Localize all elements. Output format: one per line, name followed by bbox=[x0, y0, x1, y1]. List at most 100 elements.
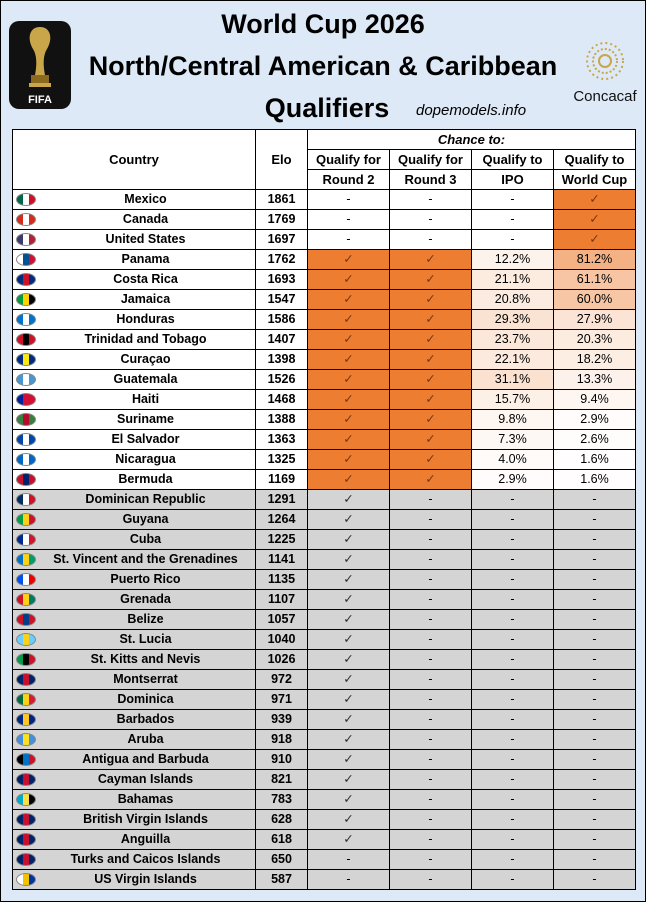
ipo-cell: - bbox=[471, 189, 554, 210]
col-header-elo: Elo bbox=[255, 129, 308, 190]
belize-flag-icon bbox=[16, 613, 36, 626]
country-name: Bermuda bbox=[118, 472, 173, 486]
r2-cell: ✓ bbox=[307, 449, 390, 470]
country-cell: Cayman Islands bbox=[12, 769, 256, 790]
concacaf-logo: Concacaf bbox=[573, 42, 638, 105]
wc-cell: 1.6% bbox=[553, 469, 636, 490]
country-cell: Costa Rica bbox=[12, 269, 256, 290]
ipo-cell: - bbox=[471, 749, 554, 770]
r3-cell: - bbox=[389, 709, 472, 730]
table-row: St. Lucia 1040 ✓ - - - bbox=[12, 629, 636, 650]
bermuda-flag-icon bbox=[16, 473, 36, 486]
r3-cell: - bbox=[389, 869, 472, 890]
r2-cell: ✓ bbox=[307, 289, 390, 310]
title-line-3: Qualifiers bbox=[264, 93, 390, 123]
country-cell: El Salvador bbox=[12, 429, 256, 450]
guatemala-flag-icon bbox=[16, 373, 36, 386]
country-cell: Dominica bbox=[12, 689, 256, 710]
puerto-rico-flag-icon bbox=[16, 573, 36, 586]
r3-cell: - bbox=[389, 529, 472, 550]
elo-cell: 1468 bbox=[255, 389, 308, 410]
country-cell: Grenada bbox=[12, 589, 256, 610]
r3-cell: ✓ bbox=[389, 249, 472, 270]
elo-cell: 1693 bbox=[255, 269, 308, 290]
elo-cell: 971 bbox=[255, 689, 308, 710]
country-name: Montserrat bbox=[113, 672, 178, 686]
col-header-wc-l1: Qualify to bbox=[553, 149, 636, 170]
table-row: Cuba 1225 ✓ - - - bbox=[12, 529, 636, 550]
r2-cell: ✓ bbox=[307, 489, 390, 510]
wc-cell: - bbox=[553, 689, 636, 710]
r2-cell: ✓ bbox=[307, 609, 390, 630]
table-row: Dominican Republic 1291 ✓ - - - bbox=[12, 489, 636, 510]
r2-cell: ✓ bbox=[307, 369, 390, 390]
table-row: Turks and Caicos Islands 650- - - - bbox=[12, 849, 636, 870]
country-cell: Cuba bbox=[12, 529, 256, 550]
table-row: Haiti 1468 ✓ ✓ 15.7% 9.4% bbox=[12, 389, 636, 410]
country-cell: Panama bbox=[12, 249, 256, 270]
r3-cell: - bbox=[389, 609, 472, 630]
cuba-flag-icon bbox=[16, 533, 36, 546]
country-cell: St. Vincent and the Grenadines bbox=[12, 549, 256, 570]
st-kitts-flag-icon bbox=[16, 653, 36, 666]
table-row: Costa Rica 1693 ✓ ✓ 21.1% 61.1% bbox=[12, 269, 636, 290]
r3-cell: ✓ bbox=[389, 269, 472, 290]
ipo-cell: - bbox=[471, 809, 554, 830]
country-name: Aruba bbox=[127, 732, 164, 746]
table-row: Montserrat 972 ✓ - - - bbox=[12, 669, 636, 690]
wc-cell: ✓ bbox=[553, 189, 636, 210]
r3-cell: - bbox=[389, 669, 472, 690]
country-name: Dominican Republic bbox=[85, 492, 206, 506]
elo-cell: 1697 bbox=[255, 229, 308, 250]
r2-cell: - bbox=[307, 229, 390, 250]
country-name: Turks and Caicos Islands bbox=[70, 852, 221, 866]
elo-cell: 1291 bbox=[255, 489, 308, 510]
table-row: Panama 1762 ✓ ✓ 12.2% 81.2% bbox=[12, 249, 636, 270]
r2-cell: - bbox=[307, 209, 390, 230]
country-cell: Trinidad and Tobago bbox=[12, 329, 256, 350]
country-name: El Salvador bbox=[111, 432, 180, 446]
suriname-flag-icon bbox=[16, 413, 36, 426]
table-row: Honduras 1586 ✓ ✓ 29.3% 27.9% bbox=[12, 309, 636, 330]
wc-cell: - bbox=[553, 549, 636, 570]
wc-cell: - bbox=[553, 729, 636, 750]
country-cell: Belize bbox=[12, 609, 256, 630]
country-cell: Canada bbox=[12, 209, 256, 230]
elo-cell: 821 bbox=[255, 769, 308, 790]
wc-cell: 60.0% bbox=[553, 289, 636, 310]
country-cell: Guyana bbox=[12, 509, 256, 530]
country-name: Curaçao bbox=[120, 352, 171, 366]
elo-cell: 1407 bbox=[255, 329, 308, 350]
r2-cell: ✓ bbox=[307, 589, 390, 610]
table-row: Bahamas 783 ✓ - - - bbox=[12, 789, 636, 810]
r2-cell: - bbox=[307, 869, 390, 890]
elo-cell: 1769 bbox=[255, 209, 308, 230]
r3-cell: - bbox=[389, 729, 472, 750]
r2-cell: ✓ bbox=[307, 809, 390, 830]
country-cell: Curaçao bbox=[12, 349, 256, 370]
r3-cell: - bbox=[389, 509, 472, 530]
elo-cell: 1141 bbox=[255, 549, 308, 570]
elo-cell: 1169 bbox=[255, 469, 308, 490]
elo-cell: 1388 bbox=[255, 409, 308, 430]
r3-cell: ✓ bbox=[389, 469, 472, 490]
col-header-wc-l2: World Cup bbox=[553, 169, 636, 190]
elo-cell: 1398 bbox=[255, 349, 308, 370]
elo-cell: 1363 bbox=[255, 429, 308, 450]
mexico-flag-icon bbox=[16, 193, 36, 206]
wc-cell: - bbox=[553, 669, 636, 690]
r2-cell: ✓ bbox=[307, 469, 390, 490]
r3-cell: - bbox=[389, 489, 472, 510]
table-row: Puerto Rico 1135 ✓ - - - bbox=[12, 569, 636, 590]
wc-cell: - bbox=[553, 589, 636, 610]
table-row: Antigua and Barbuda 910 ✓ - - - bbox=[12, 749, 636, 770]
wc-cell: - bbox=[553, 649, 636, 670]
country-name: Canada bbox=[122, 212, 169, 226]
country-cell: Barbados bbox=[12, 709, 256, 730]
r2-cell: ✓ bbox=[307, 629, 390, 650]
fifa-logo-text: FIFA bbox=[28, 94, 52, 106]
r2-cell: ✓ bbox=[307, 749, 390, 770]
wc-cell: - bbox=[553, 709, 636, 730]
r3-cell: ✓ bbox=[389, 309, 472, 330]
ipo-cell: - bbox=[471, 669, 554, 690]
